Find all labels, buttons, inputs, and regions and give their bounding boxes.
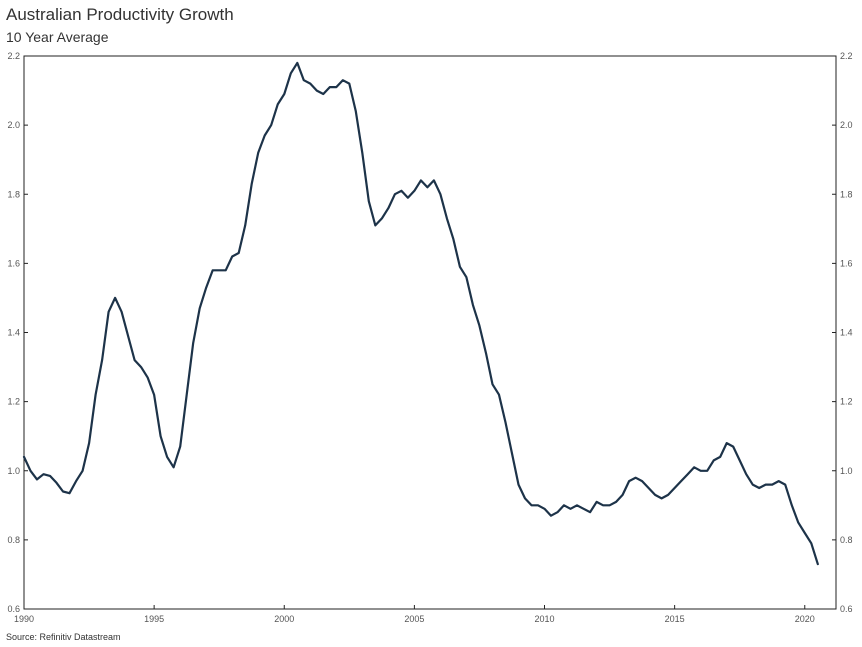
chart-subtitle: 10 Year Average: [6, 29, 109, 45]
y-tick-label-right: 0.6: [840, 604, 853, 614]
source-note: Source: Refinitiv Datastream: [6, 632, 121, 642]
y-tick-label-right: 1.6: [840, 258, 853, 268]
y-tick-label-right: 1.8: [840, 189, 853, 199]
y-tick-label-right: 2.0: [840, 120, 853, 130]
productivity-series-line: [22, 61, 819, 566]
x-tick-label: 2000: [274, 614, 294, 624]
x-tick-label: 2005: [404, 614, 424, 624]
chart-title: Australian Productivity Growth: [6, 5, 234, 24]
y-tick-label-right: 1.0: [840, 466, 853, 476]
x-tick-label: 2015: [665, 614, 685, 624]
y-tick-label-left: 2.0: [7, 120, 20, 130]
x-tick-label: 2010: [534, 614, 554, 624]
y-tick-label-left: 0.8: [7, 535, 20, 545]
y-tick-label-left: 1.0: [7, 466, 20, 476]
plot-frame: [23, 55, 837, 610]
y-tick-label-right: 2.2: [840, 51, 853, 61]
y-tick-label-left: 1.2: [7, 397, 20, 407]
y-tick-label-right: 1.4: [840, 328, 853, 338]
y-tick-label-right: 0.8: [840, 535, 853, 545]
x-tick-label: 1990: [14, 614, 34, 624]
y-tick-label-left: 2.2: [7, 51, 20, 61]
y-tick-label-left: 0.6: [7, 604, 20, 614]
axes-ticks: 0.6 0.6 0.8 0.8 1.0 1.0 1.2 1.2 1.4 1.4 1.6 1.6 1.8 1…: [7, 51, 852, 624]
x-tick-label: 2020: [795, 614, 815, 624]
y-tick-label-left: 1.4: [7, 328, 20, 338]
y-tick-label-right: 1.2: [840, 397, 853, 407]
x-tick-label: 1995: [144, 614, 164, 624]
y-tick-label-left: 1.8: [7, 189, 20, 199]
y-tick-label-left: 1.6: [7, 258, 20, 268]
